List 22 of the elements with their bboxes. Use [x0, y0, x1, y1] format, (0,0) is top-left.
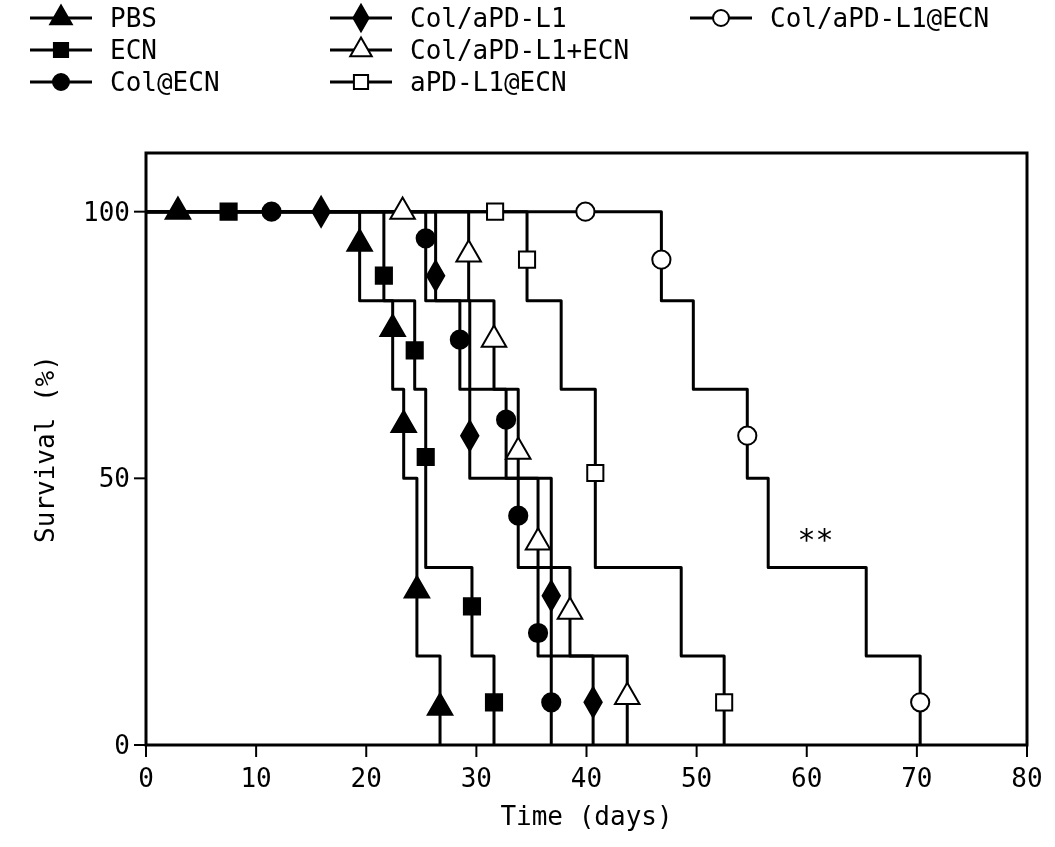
legend-label: PBS	[110, 3, 157, 33]
x-tick-label: 0	[138, 763, 154, 793]
x-axis-title: Time (days)	[500, 801, 673, 831]
y-tick-label: 0	[114, 730, 130, 760]
x-tick-label: 30	[460, 763, 493, 793]
legend-label: ECN	[110, 35, 157, 65]
legend-label: Col@ECN	[110, 67, 220, 97]
x-tick-label: 20	[350, 763, 382, 793]
x-tick-label: 70	[901, 763, 933, 793]
legend-label: Col/aPD-L1	[410, 3, 567, 33]
x-tick-label: 50	[680, 763, 713, 793]
x-tick-label: 60	[791, 763, 823, 793]
legend-label: Col/aPD-L1@ECN	[770, 3, 990, 33]
legend-label: Col/aPD-L1+ECN	[410, 35, 630, 65]
legend-label: aPD-L1@ECN	[410, 67, 567, 97]
annotation: **	[797, 521, 834, 557]
y-tick-label: 100	[83, 196, 130, 227]
x-tick-label: 40	[570, 763, 603, 793]
x-tick-label: 80	[1011, 763, 1043, 793]
y-tick-label: 50	[98, 463, 130, 494]
x-tick-label: 10	[240, 763, 272, 793]
y-axis-title: Survival (%)	[30, 355, 60, 543]
